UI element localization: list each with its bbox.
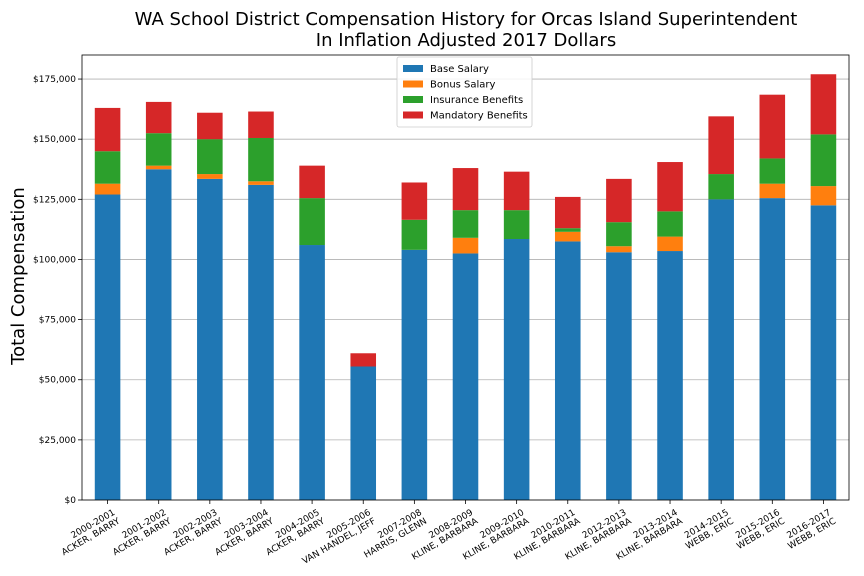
bar-segment <box>350 353 377 367</box>
legend-swatch <box>403 65 423 72</box>
y-tick-label: $25,000 <box>39 436 76 446</box>
legend-label: Bonus Salary <box>430 80 496 91</box>
bar-segment <box>197 178 223 501</box>
bar-segment <box>554 228 581 232</box>
bar-segment <box>759 183 786 199</box>
bar-segment <box>248 181 274 185</box>
bar-segment <box>503 210 530 240</box>
legend-swatch <box>403 96 423 103</box>
bar-segment <box>708 199 734 500</box>
bar-segment <box>503 239 530 500</box>
bar-segment <box>248 111 274 138</box>
y-tick-label: $100,000 <box>33 255 76 265</box>
y-tick-label: $125,000 <box>33 195 76 205</box>
bar-segment <box>248 137 274 182</box>
bar-segment <box>606 178 632 223</box>
legend-label: Insurance Benefits <box>430 95 523 106</box>
bar-segment <box>94 151 121 184</box>
bar-segment <box>554 196 581 229</box>
bar-segment <box>197 139 223 175</box>
bar-segment <box>657 251 683 500</box>
legend-frame <box>396 56 533 128</box>
y-tick-label: $75,000 <box>39 316 76 326</box>
bar-segment <box>94 107 121 152</box>
bar-segment <box>554 241 581 500</box>
bar-segment <box>759 198 786 500</box>
bar-segment <box>503 171 530 211</box>
bar-segment <box>708 174 734 200</box>
bar-segment <box>299 165 325 199</box>
bar-segment <box>299 198 325 246</box>
bar-segment <box>145 101 172 134</box>
bar-segment <box>657 162 683 212</box>
bar-segment <box>401 219 428 250</box>
bar-segment <box>197 174 223 179</box>
legend-swatch <box>403 111 423 119</box>
bar-segment <box>94 194 121 500</box>
bar-segment <box>197 112 223 140</box>
bar-segment <box>810 186 837 206</box>
bar-segment <box>759 158 786 184</box>
bar-segment <box>606 222 632 247</box>
bar-segment <box>452 253 479 500</box>
legend-swatch <box>403 80 423 88</box>
bar-segment <box>401 182 428 220</box>
y-ticks-layer: $0 $25,000 $50,000 $75,000 $100,000 $125,000 $… <box>33 75 82 506</box>
bar-segment <box>554 231 581 242</box>
bar-segment <box>145 169 172 500</box>
bar-segment <box>94 183 121 195</box>
bar-segment <box>452 168 479 211</box>
chart-title-line2: In Inflation Adjusted 2017 Dollars <box>316 30 616 51</box>
bar-segment <box>401 249 428 500</box>
bar-segment <box>145 133 172 166</box>
bars-layer <box>94 74 837 501</box>
bar-segment <box>350 366 377 500</box>
chart-title-line1: WA School District Compensation History … <box>135 9 798 30</box>
bar-segment <box>299 245 325 500</box>
y-tick-label: $150,000 <box>33 135 76 145</box>
bar-segment <box>606 246 632 253</box>
bar-segment <box>606 252 632 500</box>
bar-segment <box>810 205 837 501</box>
bar-segment <box>657 236 683 252</box>
bar-segment <box>248 184 274 500</box>
x-tick-label: 2014-2015WEBB, ERIC <box>679 508 735 552</box>
bar-segment <box>708 116 734 175</box>
legend-label: Base Salary <box>430 64 489 75</box>
bar-segment <box>145 165 172 170</box>
y-axis-label: Total Compensation <box>8 187 29 366</box>
bar-segment <box>810 74 837 135</box>
bar-segment <box>452 237 479 254</box>
bar-segment <box>452 210 479 238</box>
x-tick-label: 2015-2016WEBB, ERIC <box>730 508 787 552</box>
y-tick-label: $50,000 <box>39 376 76 386</box>
y-tick-label: $0 <box>65 496 77 506</box>
legend-label: Mandatory Benefits <box>430 111 528 122</box>
bar-segment <box>759 94 786 159</box>
bar-segment <box>657 211 683 237</box>
bar-segment <box>810 134 837 187</box>
y-tick-label: $175,000 <box>33 75 76 85</box>
legend: Base Salary Bonus Salary Insurance Benefit… <box>396 56 533 128</box>
x-tick-label: 2016-2017WEBB, ERIC <box>782 508 838 552</box>
